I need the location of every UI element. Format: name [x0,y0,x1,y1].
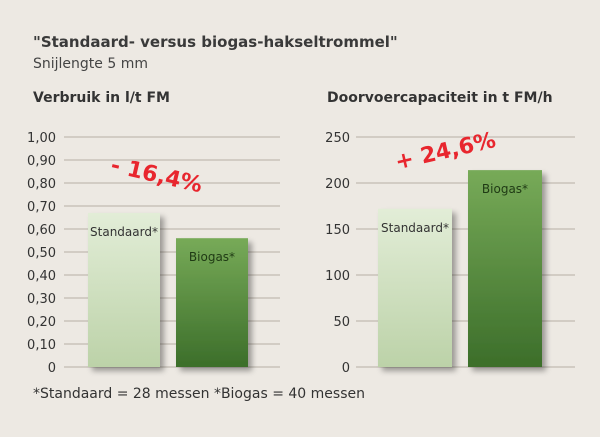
chart-title: "Standaard- versus biogas-hakseltrommel" [33,33,398,51]
bar-label: Biogas* [189,250,235,264]
y-tick-label: 0,40 [27,269,56,284]
panel-0: 0 0,10 0,20 0,30 0,40 0,50 0,60 0,70 0,80 0,90 1,0… [27,131,280,376]
y-tick-label: 0,30 [27,292,56,307]
y-tick-label: 250 [325,131,350,146]
panel-title-verbruik: Verbruik in l/t FM [33,90,170,106]
y-tick-label: 0,10 [27,338,56,353]
footnote: *Standaard = 28 messen *Biogas = 40 mess… [33,386,365,402]
change-annotation: + 24,6% [393,128,498,175]
y-tick-label: 0,20 [27,315,56,330]
y-tick-label: 0,70 [27,200,56,215]
y-tick-label: 0,90 [27,154,56,169]
y-tick-label: 50 [333,315,350,330]
y-tick-label: 150 [325,223,350,238]
y-tick-label: 0 [342,361,350,376]
y-tick-label: 0,50 [27,246,56,261]
y-tick-label: 1,00 [27,131,56,146]
bar-label: Biogas* [482,182,528,196]
panel-1: 0 50 100 150 200 250 Standaard* Biogas* + 24,6% [325,128,575,376]
bar-label: Standaard* [90,225,158,239]
panel-title-doorvoer: Doorvoercapaciteit in t FM/h [327,90,553,106]
chart-subtitle: Snijlengte 5 mm [33,56,148,72]
y-tick-label: 100 [325,269,350,284]
bar-biogas [176,238,248,367]
y-tick-label: 200 [325,177,350,192]
bar-standaard [88,212,160,367]
bar-standaard [378,208,452,367]
y-tick-label: 0 [48,361,56,376]
bar-label: Standaard* [381,221,449,235]
y-tick-label: 0,60 [27,223,56,238]
y-tick-label: 0,80 [27,177,56,192]
bar-biogas [468,170,542,367]
